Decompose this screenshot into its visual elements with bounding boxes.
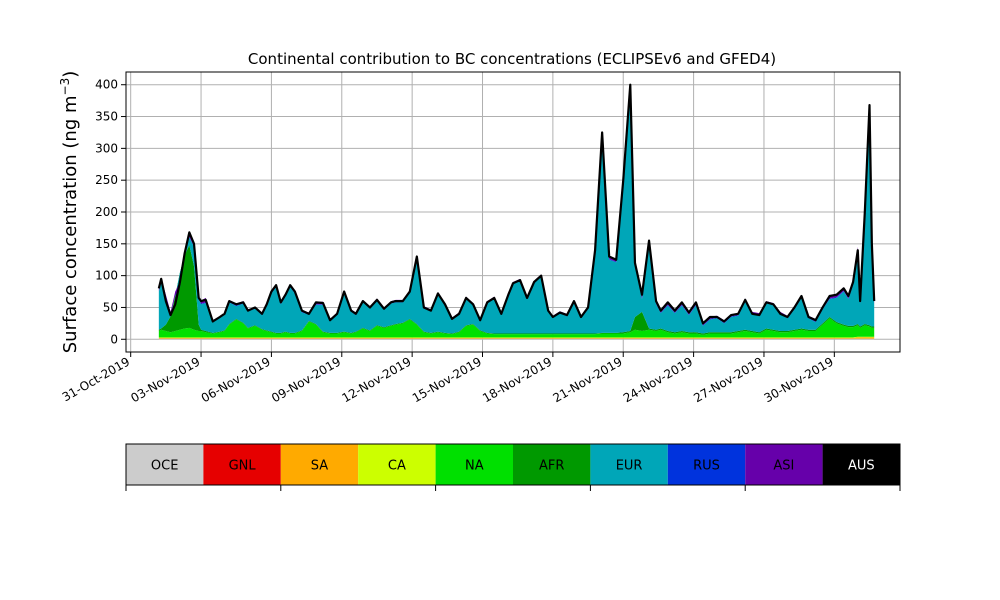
- legend-label-oce: OCE: [151, 459, 179, 474]
- legend-label-aus: AUS: [848, 459, 875, 474]
- legend-label-afr: AFR: [539, 459, 564, 474]
- legend-label-ca: CA: [388, 459, 406, 474]
- legend-frame: [125, 443, 901, 486]
- legend-swatch-rus: [667, 444, 746, 485]
- legend-label-eur: EUR: [616, 459, 643, 474]
- legend-swatch-gnl: [203, 444, 281, 485]
- y-tick-label: 50: [103, 300, 118, 314]
- area-series-oce: [158, 338, 875, 340]
- y-tick-label: 200: [95, 205, 118, 219]
- chart-title: Continental contribution to BC concentra…: [248, 50, 776, 68]
- legend-swatch-aus: [822, 444, 900, 485]
- y-tick-label: 150: [95, 237, 118, 251]
- y-tick-label: 300: [95, 141, 118, 155]
- legend-label-gnl: GNL: [229, 459, 257, 474]
- legend-swatch-sa: [280, 444, 359, 485]
- area-series-na: [158, 318, 875, 338]
- y-tick-label: 0: [110, 332, 118, 346]
- area-series-eur: [158, 89, 875, 334]
- legend-label-sa: SA: [311, 459, 328, 474]
- legend-colorbar: OCE GNL SA CA NA AFR EUR RUS ASI AUS: [125, 443, 901, 491]
- legend-swatch-asi: [745, 444, 823, 485]
- legend-swatch-ca: [358, 444, 436, 485]
- legend-swatch-eur: [590, 444, 668, 485]
- legend-label-asi: ASI: [773, 459, 794, 474]
- y-axis-label-exponent: −3: [58, 78, 72, 96]
- legend-swatch-na: [435, 444, 513, 485]
- legend-label-rus: RUS: [693, 459, 720, 474]
- line-layer: [157, 83, 876, 325]
- y-tick-label: 250: [95, 173, 118, 187]
- legend-label-na: NA: [465, 459, 484, 474]
- y-tick-label: 100: [95, 269, 118, 283]
- y-axis-label-text: Surface concentration (ng m: [60, 95, 81, 353]
- legend-swatch-afr: [513, 444, 591, 485]
- plot-area: [125, 71, 901, 353]
- y-axis-label-close: ): [60, 71, 81, 78]
- y-axis-label: Surface concentration (ng m−3): [58, 71, 81, 354]
- y-tick-label: 400: [95, 78, 118, 92]
- legend-swatch-oce: [126, 444, 204, 485]
- y-tick-label: 350: [95, 110, 118, 124]
- total-line: [157, 83, 876, 325]
